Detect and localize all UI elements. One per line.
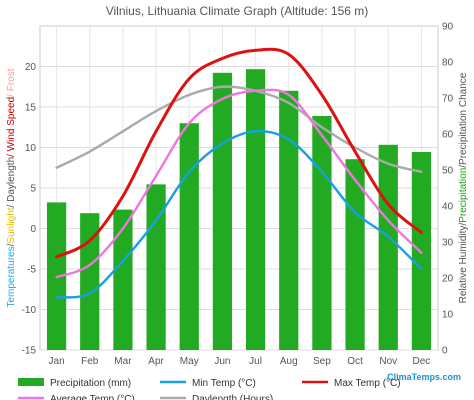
- legend-label: Min Temp (°C): [192, 378, 256, 389]
- max-temp-c-line: [55, 47, 423, 259]
- left-tick-label: 15: [25, 103, 37, 114]
- right-tick-label: 90: [442, 22, 454, 33]
- x-tick-label: Dec: [413, 356, 431, 367]
- legend-label: Daylength (Hours): [192, 394, 273, 400]
- left-axis-title: Temperatures/Sunlight/ Daylength/ Wind S…: [6, 68, 17, 307]
- left-tick-label: -15: [22, 346, 37, 357]
- legend-label: Max Temp (°C): [334, 378, 401, 389]
- precipitation-bar: [411, 152, 432, 350]
- right-tick-label: 0: [442, 346, 448, 357]
- precipitation-bar: [212, 72, 233, 351]
- precipitation-bar: [245, 69, 266, 350]
- precipitation-bar: [80, 213, 100, 350]
- precipitation-bar: [113, 209, 133, 350]
- x-tick-label: Nov: [379, 356, 397, 367]
- precipitation-bar: [312, 116, 332, 350]
- left-axis-label: Temperatures/Sunlight/ Daylength/ Wind S…: [6, 68, 17, 307]
- x-tick-label: Jan: [49, 356, 65, 367]
- chart-title: Vilnius, Lithuania Climate Graph (Altitu…: [106, 4, 369, 18]
- left-tick-label: 10: [25, 143, 37, 154]
- left-axis-title-part: Temperatures: [6, 246, 17, 307]
- x-tick-label: May: [180, 356, 199, 367]
- x-tick-label: Aug: [280, 356, 298, 367]
- legend-swatch-bar: [18, 378, 44, 386]
- right-axis-title-part: /Precipitation Chance: [458, 72, 469, 167]
- x-tick-label: Jun: [214, 356, 230, 367]
- x-tick-label: Oct: [347, 356, 363, 367]
- right-axis-title-part: Precipitation: [458, 168, 469, 223]
- legend-label: Precipitation (mm): [50, 378, 131, 389]
- temperature-lines: [55, 47, 423, 299]
- right-axis-title-part: Relative Humidity/: [458, 223, 469, 304]
- left-axis-title-part: / Frost: [6, 68, 17, 97]
- right-tick-label: 10: [442, 310, 454, 321]
- precipitation-bar: [279, 90, 299, 351]
- left-axis-title-part: /: [6, 243, 17, 246]
- right-tick-label: 40: [442, 202, 454, 213]
- axes: -15 -10 -5 0 5 10 15 20 0 10 20 30 40 50 60 70 80 90 Jan Fe…: [22, 22, 454, 368]
- right-tick-label: 30: [442, 238, 454, 249]
- x-tick-label: Mar: [114, 356, 132, 367]
- brand-logo[interactable]: ClimaTemps.com: [387, 372, 461, 382]
- right-axis-label: Relative Humidity/Precipitation/Precipit…: [458, 72, 469, 303]
- x-tick-label: Feb: [81, 356, 99, 367]
- x-tick-label: Sep: [313, 356, 331, 367]
- left-tick-label: 20: [25, 62, 37, 73]
- right-axis-title: Relative Humidity/Precipitation/Precipit…: [458, 72, 469, 303]
- precipitation-bar: [378, 144, 398, 350]
- legend-label: Average Temp (°C): [50, 394, 135, 400]
- left-tick-label: -10: [22, 305, 37, 316]
- left-tick-label: 5: [30, 184, 36, 195]
- x-tick-label: Jul: [249, 356, 262, 367]
- precipitation-bars: [46, 69, 432, 351]
- x-tick-label: Apr: [148, 356, 164, 367]
- precipitation-bar: [179, 123, 199, 350]
- left-axis-title-part: / Daylength: [6, 157, 17, 208]
- daylength-hours-line: [55, 85, 423, 173]
- left-tick-label: 0: [30, 224, 36, 235]
- right-tick-label: 60: [442, 130, 454, 141]
- left-axis-title-part: Sunlight: [6, 207, 17, 243]
- right-tick-label: 70: [442, 94, 454, 105]
- right-tick-label: 50: [442, 166, 454, 177]
- left-axis-title-part: / Wind Speed: [6, 97, 17, 157]
- average-temp-c-line: [55, 88, 423, 279]
- right-tick-label: 20: [442, 274, 454, 285]
- right-tick-label: 80: [442, 58, 454, 69]
- legend: Precipitation (mm) Min Temp (°C) Max Temp …: [18, 378, 401, 400]
- min-temp-c-line: [55, 129, 423, 299]
- left-tick-label: -5: [27, 265, 36, 276]
